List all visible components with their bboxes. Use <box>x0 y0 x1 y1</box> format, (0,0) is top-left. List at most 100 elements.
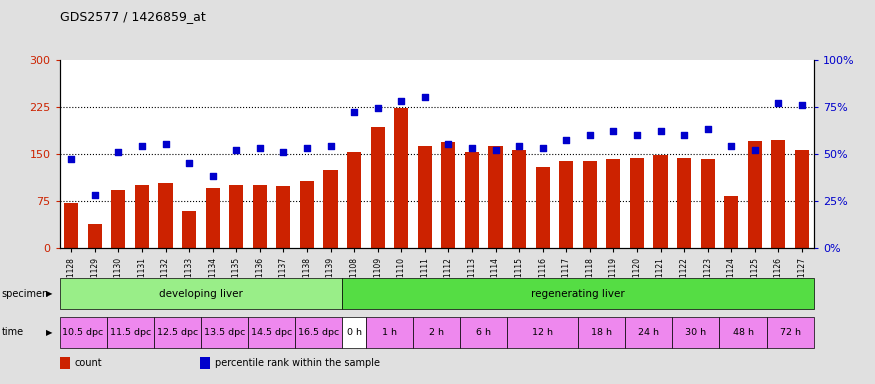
Bar <box>182 211 196 248</box>
Text: 0 h: 0 h <box>346 328 361 337</box>
Text: 12 h: 12 h <box>532 328 553 337</box>
Point <box>701 126 715 132</box>
Bar <box>229 185 243 248</box>
Point <box>158 141 172 147</box>
Text: 16.5 dpc: 16.5 dpc <box>298 328 340 337</box>
Bar <box>248 317 295 348</box>
Text: 18 h: 18 h <box>592 328 612 337</box>
Bar <box>135 185 149 248</box>
Text: percentile rank within the sample: percentile rank within the sample <box>215 359 380 369</box>
Bar <box>107 317 154 348</box>
Point <box>724 143 738 149</box>
Bar <box>578 317 625 348</box>
Point <box>135 143 149 149</box>
Bar <box>625 317 672 348</box>
Point <box>583 132 597 138</box>
Point <box>206 173 220 179</box>
Point <box>512 143 526 149</box>
Bar <box>465 152 479 248</box>
Bar <box>60 357 71 369</box>
Text: GDS2577 / 1426859_at: GDS2577 / 1426859_at <box>60 10 206 23</box>
Bar <box>158 183 172 248</box>
Text: regenerating liver: regenerating liver <box>531 289 625 299</box>
Point <box>300 145 314 151</box>
Bar <box>630 158 644 248</box>
Point <box>324 143 338 149</box>
Bar <box>201 317 248 348</box>
Bar <box>64 202 79 248</box>
Text: 12.5 dpc: 12.5 dpc <box>157 328 198 337</box>
Bar <box>300 180 314 248</box>
Point <box>418 94 432 100</box>
Bar <box>583 161 597 248</box>
Point <box>559 137 573 144</box>
Bar <box>366 317 413 348</box>
Bar <box>766 317 814 348</box>
Bar <box>413 317 460 348</box>
Bar <box>347 152 361 248</box>
Point <box>654 128 668 134</box>
Point <box>182 160 196 166</box>
Bar <box>488 146 502 248</box>
Text: ▶: ▶ <box>46 328 52 337</box>
Bar <box>536 167 550 248</box>
Text: 11.5 dpc: 11.5 dpc <box>109 328 150 337</box>
Text: 6 h: 6 h <box>476 328 491 337</box>
Text: 30 h: 30 h <box>685 328 706 337</box>
Bar <box>154 317 201 348</box>
Text: 48 h: 48 h <box>732 328 753 337</box>
Point <box>795 102 809 108</box>
Bar <box>460 317 507 348</box>
Bar <box>441 142 456 248</box>
Bar <box>512 151 526 248</box>
Point <box>772 100 786 106</box>
Point <box>488 147 502 153</box>
Bar <box>672 317 719 348</box>
Point <box>64 156 78 162</box>
Text: time: time <box>2 327 24 337</box>
Bar <box>772 140 786 248</box>
Bar <box>295 317 342 348</box>
Bar <box>677 158 691 248</box>
Bar <box>724 196 738 248</box>
Point <box>229 147 243 153</box>
Bar <box>206 188 220 248</box>
Bar <box>342 278 814 309</box>
Bar <box>559 161 573 248</box>
Bar <box>417 146 432 248</box>
Text: specimen: specimen <box>2 289 49 299</box>
Bar <box>342 317 366 348</box>
Bar <box>111 190 125 248</box>
Bar <box>253 185 267 248</box>
Bar <box>719 317 766 348</box>
Point <box>395 98 409 104</box>
Text: 1 h: 1 h <box>382 328 397 337</box>
Text: 14.5 dpc: 14.5 dpc <box>251 328 292 337</box>
Bar <box>748 141 762 248</box>
Bar <box>371 127 385 248</box>
Point <box>677 132 691 138</box>
Text: ▶: ▶ <box>46 289 52 298</box>
Bar <box>701 159 715 248</box>
Bar <box>60 317 107 348</box>
Point <box>536 145 550 151</box>
Bar <box>276 185 290 248</box>
Point <box>371 105 385 111</box>
Point <box>276 149 290 155</box>
Text: 13.5 dpc: 13.5 dpc <box>204 328 245 337</box>
Bar <box>395 108 409 248</box>
Text: 24 h: 24 h <box>638 328 659 337</box>
Point <box>748 147 762 153</box>
Point <box>111 149 125 155</box>
Bar <box>606 159 620 248</box>
Point <box>88 192 102 198</box>
Bar <box>88 224 102 248</box>
Point <box>630 132 644 138</box>
Bar <box>324 170 338 248</box>
Point <box>347 109 361 115</box>
Bar <box>507 317 578 348</box>
Bar <box>200 357 211 369</box>
Point <box>441 141 455 147</box>
Bar <box>794 151 809 248</box>
Text: count: count <box>75 359 102 369</box>
